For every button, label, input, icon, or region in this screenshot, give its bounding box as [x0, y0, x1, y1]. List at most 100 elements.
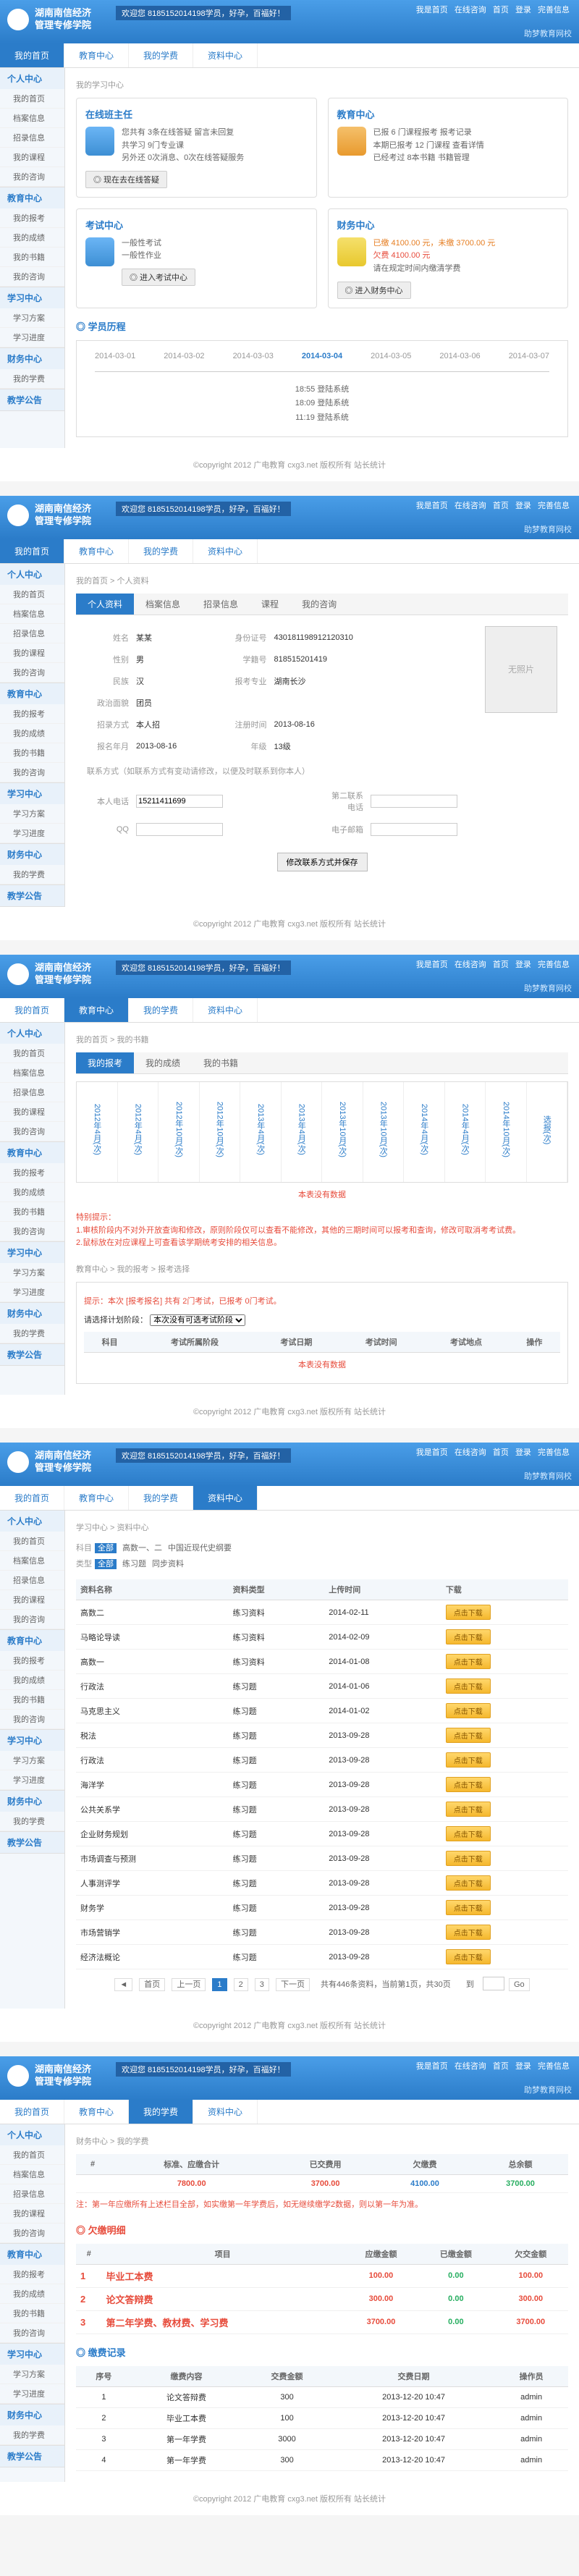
contact-input[interactable]: [136, 823, 223, 836]
side-item[interactable]: 我的课程: [0, 1590, 64, 1610]
side-group[interactable]: 教学公告: [0, 885, 64, 906]
side-item[interactable]: 我的报考: [0, 2265, 64, 2284]
side-item[interactable]: 档案信息: [0, 2165, 64, 2184]
timeline-date[interactable]: 2014-03-07: [509, 352, 549, 360]
nav-home[interactable]: 我的首页: [0, 43, 64, 67]
side-item[interactable]: 我的书籍: [0, 248, 64, 267]
side-group[interactable]: 学习中心: [0, 783, 64, 804]
filter-opt[interactable]: 中国近现代史纲要: [168, 1544, 232, 1553]
filter-opt[interactable]: 同步资料: [152, 1560, 184, 1568]
tab[interactable]: 我的书籍: [192, 1052, 250, 1073]
link-index[interactable]: 首页: [493, 6, 509, 14]
side-group[interactable]: 教育中心: [0, 1142, 64, 1163]
link-home[interactable]: 我是首页: [416, 6, 448, 14]
side-group[interactable]: 教育中心: [0, 2244, 64, 2265]
nav-edu[interactable]: 教育中心: [64, 43, 129, 67]
filter-opt[interactable]: 练习题: [122, 1560, 146, 1568]
side-item[interactable]: 我的学费: [0, 2425, 64, 2445]
side-group[interactable]: 学习中心: [0, 1242, 64, 1263]
download-button[interactable]: 点击下载: [446, 1777, 491, 1792]
side-group[interactable]: 学习中心: [0, 287, 64, 308]
side-group[interactable]: 教育中心: [0, 683, 64, 704]
tab[interactable]: 课程: [250, 594, 290, 615]
side-group[interactable]: 教学公告: [0, 1832, 64, 1853]
side-item[interactable]: 我的首页: [0, 1532, 64, 1551]
side-group[interactable]: 教学公告: [0, 2446, 64, 2467]
download-button[interactable]: 点击下载: [446, 1752, 491, 1768]
tab[interactable]: 我的咨询: [290, 594, 348, 615]
side-group[interactable]: 财务中心: [0, 844, 64, 865]
side-group[interactable]: 财务中心: [0, 2404, 64, 2425]
side-item[interactable]: 我的咨询: [0, 763, 64, 782]
side-item[interactable]: 学习方案: [0, 2365, 64, 2384]
side-item[interactable]: 我的首页: [0, 585, 64, 604]
tab[interactable]: 招录信息: [192, 594, 250, 615]
side-item[interactable]: 我的课程: [0, 148, 64, 167]
side-item[interactable]: 我的学费: [0, 865, 64, 884]
timeline-date[interactable]: 2014-03-03: [233, 352, 274, 360]
contact-input[interactable]: [136, 795, 223, 808]
phase-select[interactable]: 本次没有可选考试阶段: [150, 1314, 245, 1326]
side-group[interactable]: 教育中心: [0, 187, 64, 208]
download-button[interactable]: 点击下载: [446, 1851, 491, 1866]
side-item[interactable]: 学习方案: [0, 1751, 64, 1770]
side-item[interactable]: 我的书籍: [0, 743, 64, 763]
download-button[interactable]: 点击下载: [446, 1900, 491, 1915]
side-item[interactable]: 我的课程: [0, 1102, 64, 1122]
side-group[interactable]: 个人中心: [0, 2124, 64, 2145]
pager-next[interactable]: 下一页: [276, 1978, 310, 1991]
side-item[interactable]: 我的首页: [0, 1044, 64, 1063]
pager-page-2[interactable]: 2: [234, 1978, 248, 1991]
side-group[interactable]: 教学公告: [0, 1344, 64, 1365]
side-group[interactable]: 学习中心: [0, 1730, 64, 1751]
pager-prev-arrow[interactable]: ◄: [114, 1978, 132, 1991]
side-item[interactable]: 我的咨询: [0, 663, 64, 683]
side-item[interactable]: 我的学费: [0, 1324, 64, 1343]
side-item[interactable]: 我的成绩: [0, 1183, 64, 1202]
side-item[interactable]: 我的报考: [0, 704, 64, 724]
side-item[interactable]: 我的咨询: [0, 1710, 64, 1729]
side-item[interactable]: 我的课程: [0, 2204, 64, 2224]
link-consult[interactable]: 在线咨询: [455, 6, 486, 14]
filter-opt[interactable]: 高数一、二: [122, 1544, 162, 1553]
pager-prev[interactable]: 上一页: [172, 1978, 206, 1991]
tab[interactable]: 我的成绩: [134, 1052, 192, 1073]
timeline-date[interactable]: 2014-03-05: [371, 352, 411, 360]
side-item[interactable]: 我的咨询: [0, 1122, 64, 1141]
side-item[interactable]: 学习进度: [0, 1283, 64, 1302]
side-group[interactable]: 个人中心: [0, 1023, 64, 1044]
link-profile[interactable]: 完善信息: [538, 6, 570, 14]
filter-opt[interactable]: 全部: [95, 1559, 117, 1569]
download-button[interactable]: 点击下载: [446, 1629, 491, 1644]
tab[interactable]: 我的报考: [76, 1052, 134, 1073]
side-group[interactable]: 财务中心: [0, 1303, 64, 1324]
contact-input[interactable]: [371, 795, 457, 808]
timeline-date[interactable]: 2014-03-02: [164, 352, 204, 360]
side-item[interactable]: 学习方案: [0, 804, 64, 824]
tab[interactable]: 个人资料: [76, 594, 134, 615]
side-item[interactable]: 我的咨询: [0, 1610, 64, 1629]
side-item[interactable]: 我的咨询: [0, 167, 64, 187]
side-group[interactable]: 个人中心: [0, 564, 64, 585]
download-button[interactable]: 点击下载: [446, 1703, 491, 1718]
side-item[interactable]: 我的首页: [0, 2145, 64, 2165]
download-button[interactable]: 点击下载: [446, 1654, 491, 1669]
download-button[interactable]: 点击下载: [446, 1802, 491, 1817]
side-item[interactable]: 学习方案: [0, 1263, 64, 1283]
side-item[interactable]: 档案信息: [0, 109, 64, 128]
pager-page-1[interactable]: 1: [212, 1978, 227, 1991]
download-button[interactable]: 点击下载: [446, 1728, 491, 1743]
side-item[interactable]: 我的课程: [0, 643, 64, 663]
side-group[interactable]: 学习中心: [0, 2344, 64, 2365]
side-item[interactable]: 我的报考: [0, 208, 64, 228]
contact-input[interactable]: [371, 823, 457, 836]
side-group[interactable]: 个人中心: [0, 1511, 64, 1532]
pager-first[interactable]: 首页: [139, 1978, 165, 1991]
nav-material[interactable]: 资料中心: [193, 43, 258, 67]
nav-fee[interactable]: 我的学费: [129, 43, 193, 67]
tab[interactable]: 档案信息: [134, 594, 192, 615]
side-item[interactable]: 档案信息: [0, 604, 64, 624]
side-item[interactable]: 档案信息: [0, 1063, 64, 1083]
side-group[interactable]: 个人中心: [0, 68, 64, 89]
timeline-date[interactable]: 2014-03-01: [95, 352, 135, 360]
